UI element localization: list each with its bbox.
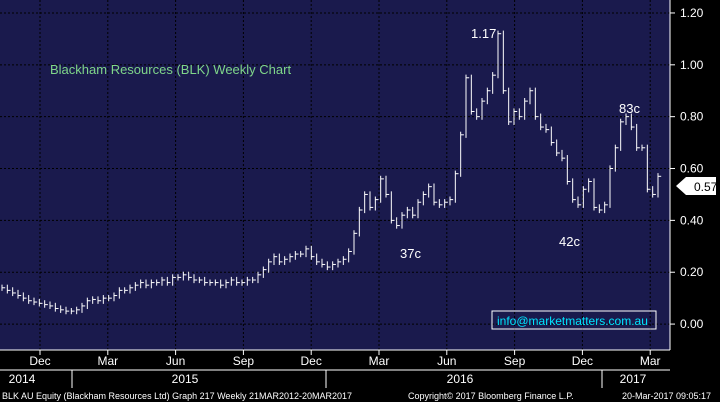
footer-center: Copyright© 2017 Bloomberg Finance L.P. <box>408 391 574 401</box>
x-tick-label: Dec <box>301 354 322 368</box>
last-price-marker <box>676 177 716 195</box>
y-tick-label: 0.20 <box>680 265 704 279</box>
x-axis-years: 2014 2015 2016 2017 <box>9 370 647 388</box>
y-tick-label: 1.00 <box>680 58 704 72</box>
x-axis-ticks: Dec Mar Jun Sep Dec Mar Jun Sep Dec Mar <box>29 350 661 368</box>
x-tick-label: Jun <box>437 354 456 368</box>
chart-title: Blackham Resources (BLK) Weekly Chart <box>50 62 291 77</box>
callout-email[interactable]: info@marketmatters.com.au <box>497 314 648 328</box>
x-tick-label: Dec <box>29 354 50 368</box>
last-price-label: 0.57 <box>694 180 718 194</box>
annotation-low-1: 37c <box>400 246 421 261</box>
plot-area <box>0 0 670 350</box>
y-tick-label: 0.60 <box>680 162 704 176</box>
year-label: 2017 <box>620 372 647 386</box>
y-axis-ticks: 0.00 0.20 0.40 0.60 0.80 1.00 1.20 <box>670 6 704 331</box>
year-label: 2016 <box>447 372 474 386</box>
x-tick-label: Mar <box>97 354 118 368</box>
x-tick-label: Dec <box>572 354 593 368</box>
x-tick-label: Sep <box>504 354 526 368</box>
annotations: 1.17 37c 42c 83c <box>400 26 640 261</box>
y-tick-label: 0.00 <box>680 317 704 331</box>
annotation-low-2: 42c <box>559 234 580 249</box>
footer-right: 20-Mar-2017 09:05:17 <box>622 391 711 401</box>
x-tick-label: Jun <box>166 354 185 368</box>
x-tick-label: Sep <box>233 354 255 368</box>
price-series <box>1 30 662 315</box>
y-tick-label: 1.20 <box>680 6 704 20</box>
annotation-recent-high: 83c <box>619 101 640 116</box>
x-tick-label: Mar <box>369 354 390 368</box>
year-label: 2014 <box>9 372 36 386</box>
callout-box <box>491 310 657 330</box>
annotation-high: 1.17 <box>471 26 496 41</box>
x-tick-label: Mar <box>640 354 661 368</box>
y-tick-label: 0.40 <box>680 213 704 227</box>
y-tick-label: 0.80 <box>680 110 704 124</box>
year-label: 2015 <box>172 372 199 386</box>
footer-left: BLK AU Equity (Blackham Resources Ltd) G… <box>2 391 352 401</box>
